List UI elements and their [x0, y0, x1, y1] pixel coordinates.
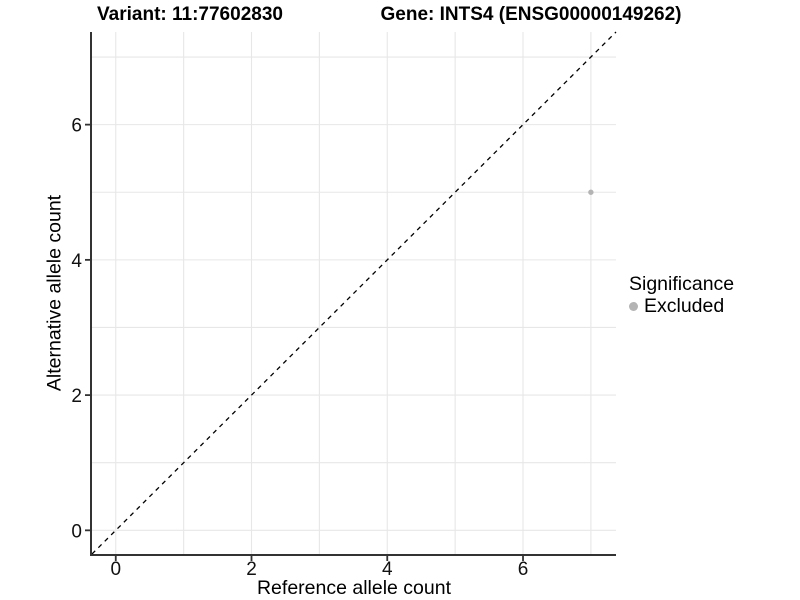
- plot-title-variant: Variant: 11:77602830: [97, 4, 283, 25]
- y-tick-label: 4: [71, 251, 82, 272]
- x-axis-title: Reference allele count: [256, 577, 452, 599]
- legend-item-label: Excluded: [644, 295, 725, 317]
- x-tick-label: 6: [518, 559, 529, 580]
- legend: Significance Excluded: [629, 273, 734, 317]
- y-tick-label: 0: [71, 521, 82, 542]
- x-tick-label: 2: [246, 559, 257, 580]
- data-point: [588, 189, 594, 195]
- legend-point-icon: [629, 301, 638, 311]
- x-tick-label: 0: [110, 559, 121, 580]
- legend-item-excluded: Excluded: [629, 295, 734, 317]
- identity-line: [91, 31, 617, 555]
- legend-title: Significance: [629, 273, 735, 295]
- x-tick-label: 4: [382, 559, 393, 580]
- y-tick-label: 2: [71, 386, 82, 407]
- y-axis-title: Alternative allele count: [43, 194, 66, 392]
- plot-title-gene: Gene: INTS4 (ENSG00000149262): [380, 4, 682, 25]
- y-tick-label: 6: [71, 116, 82, 137]
